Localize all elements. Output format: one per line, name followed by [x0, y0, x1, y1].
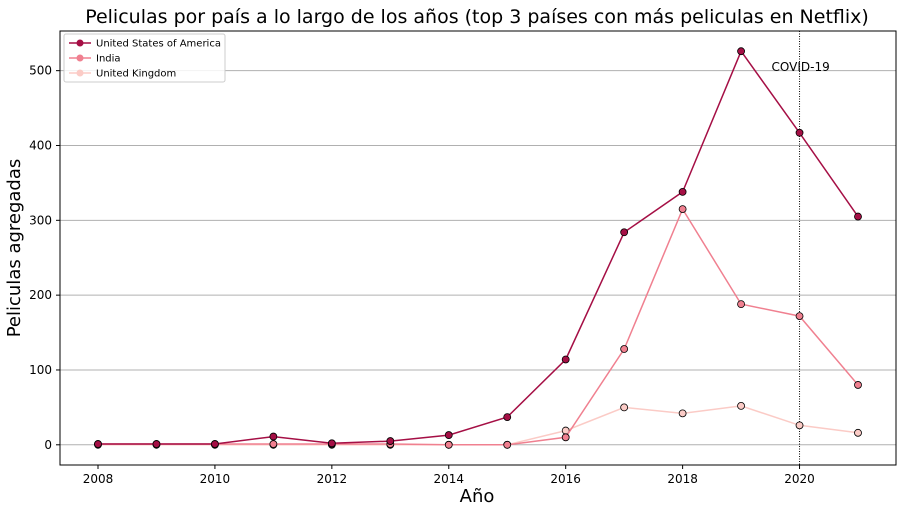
data-point	[620, 345, 629, 353]
series-line	[98, 49, 859, 445]
data-point	[561, 433, 570, 442]
legend-box	[63, 33, 226, 83]
x-tick-label: 2014	[433, 472, 464, 486]
data-point	[386, 437, 395, 445]
y-tick-label: 200	[29, 288, 52, 302]
data-point	[678, 409, 687, 418]
x-tick-label: 2012	[317, 472, 348, 486]
legend-label: United States of America	[96, 39, 221, 50]
data-point	[678, 205, 687, 213]
data-point	[795, 312, 804, 320]
x-tick-label: 2018	[667, 472, 698, 486]
gridlines	[60, 70, 896, 446]
data-point	[444, 440, 453, 449]
y-tick-label: 300	[29, 213, 52, 227]
data-point	[795, 128, 804, 137]
data-point	[737, 401, 745, 410]
data-point	[503, 440, 512, 449]
x-tick-label: 2010	[200, 472, 231, 486]
covid-label: COVID-19	[772, 60, 830, 74]
data-point	[94, 440, 102, 448]
data-point	[269, 432, 278, 441]
x-tick-label: 2016	[550, 472, 581, 486]
data-point	[854, 428, 862, 437]
data-point	[854, 212, 862, 221]
y-tick-label: 500	[29, 64, 52, 78]
data-point	[444, 431, 453, 439]
data-point	[737, 47, 745, 56]
x-axis-title: Año	[460, 486, 495, 507]
series-line	[98, 207, 859, 446]
y-axis-ticks: 0 100 200 300 400 500	[29, 64, 60, 452]
y-tick-label: 0	[44, 438, 52, 452]
x-tick-label: 2008	[83, 472, 114, 486]
data-point	[620, 228, 629, 237]
data-point	[503, 413, 512, 422]
x-tick-label: 2020	[784, 472, 815, 486]
plot-frame	[59, 30, 897, 466]
data-series	[94, 47, 862, 449]
legend-label: India	[96, 54, 121, 65]
y-tick-label: 100	[29, 363, 52, 377]
data-point	[854, 381, 862, 389]
legend-marker	[76, 54, 84, 62]
data-point	[327, 439, 336, 448]
y-axis-title: Peliculas agregadas	[4, 159, 25, 338]
data-point	[561, 355, 570, 364]
x-axis-ticks: 2008 2010 2012 2014 2016 2018 2020	[83, 465, 815, 486]
data-point	[211, 440, 219, 448]
data-point	[269, 440, 278, 448]
data-point	[620, 403, 629, 412]
series-0	[94, 47, 862, 448]
legend: United States of America India United King…	[63, 33, 226, 83]
chart-title: Peliculas por país a lo largo de los año…	[85, 6, 869, 28]
data-point	[152, 440, 161, 448]
legend-marker	[76, 69, 84, 77]
data-point	[795, 421, 804, 430]
y-tick-label: 400	[29, 138, 52, 152]
series-1	[94, 205, 862, 449]
legend-label: United Kingdom	[96, 69, 176, 80]
data-point	[678, 187, 687, 196]
annotations: COVID-19	[772, 31, 830, 465]
data-point	[737, 300, 745, 309]
legend-marker	[76, 39, 84, 47]
